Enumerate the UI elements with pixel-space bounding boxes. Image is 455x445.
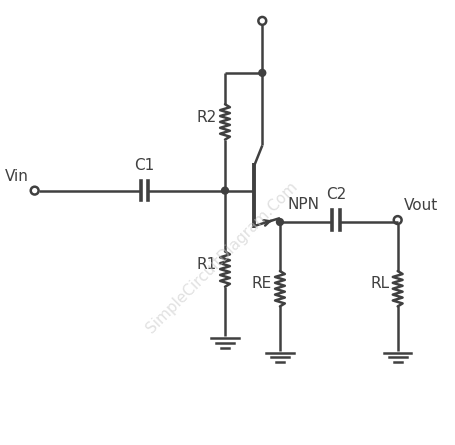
Circle shape: [222, 187, 228, 194]
Circle shape: [277, 218, 283, 226]
Text: NPN: NPN: [288, 197, 320, 212]
Text: Vin: Vin: [5, 169, 29, 184]
Text: RE: RE: [252, 276, 272, 291]
Text: C1: C1: [134, 158, 155, 173]
Text: RL: RL: [371, 276, 390, 291]
Circle shape: [259, 69, 266, 76]
Text: C2: C2: [326, 187, 346, 202]
Text: R2: R2: [197, 109, 217, 125]
Text: Vout: Vout: [404, 198, 438, 213]
Text: SimpleCircuitDiagram.Com: SimpleCircuitDiagram.Com: [143, 179, 300, 336]
Text: R1: R1: [197, 257, 217, 272]
